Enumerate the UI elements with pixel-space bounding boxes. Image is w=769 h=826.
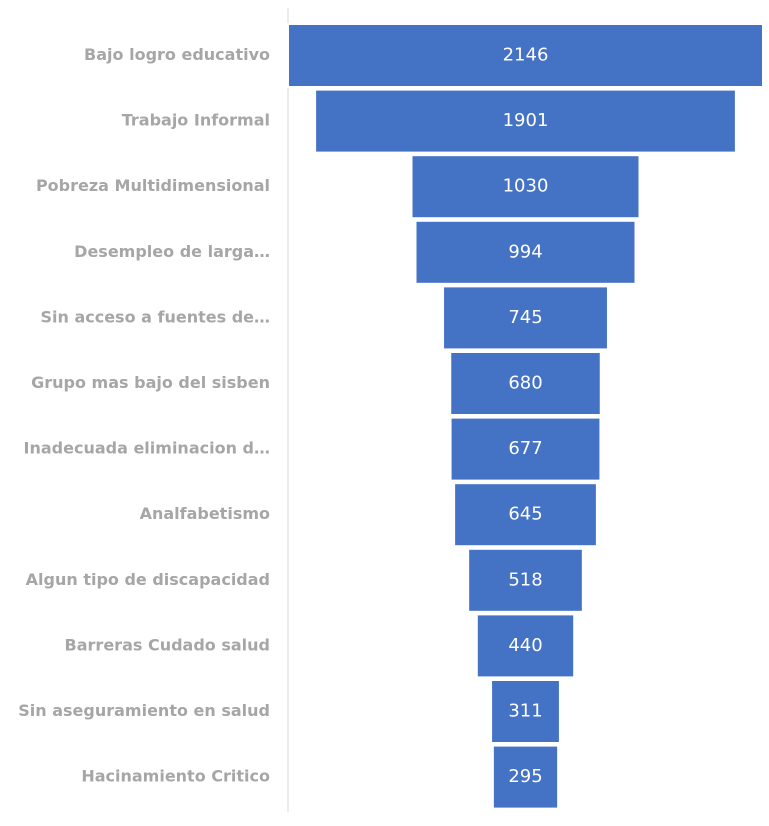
value-label: 994 (508, 241, 542, 262)
category-label: Desempleo de larga… (74, 242, 270, 261)
category-label: Algun tipo de discapacidad (26, 570, 270, 589)
category-label: Pobreza Multidimensional (36, 176, 270, 195)
category-label: Sin acceso a fuentes de… (40, 307, 270, 326)
funnel-bar (449, 416, 602, 482)
category-label: Inadecuada eliminacion d… (24, 439, 270, 458)
value-label: 295 (508, 766, 542, 787)
value-label: 311 (508, 701, 542, 722)
funnel-bar (475, 613, 576, 679)
funnel-bar (453, 482, 598, 548)
funnel-bar (490, 679, 561, 744)
value-label: 677 (508, 438, 542, 459)
funnel-bar (491, 744, 560, 810)
value-label: 518 (508, 569, 542, 590)
value-label: 1901 (503, 110, 549, 131)
category-label: Trabajo Informal (122, 111, 270, 130)
funnel-bar (287, 23, 764, 88)
category-label: Barreras Cudado salud (65, 635, 270, 654)
value-label: 745 (508, 307, 542, 328)
category-label: Sin aseguramiento en salud (18, 701, 270, 720)
value-label: 440 (508, 635, 542, 656)
value-label: 1030 (503, 176, 549, 197)
funnel-bar (467, 547, 584, 613)
category-label: Bajo logro educativo (84, 45, 270, 64)
value-label: 645 (508, 504, 542, 525)
funnel-bar (410, 154, 641, 220)
category-label: Analfabetismo (140, 504, 270, 523)
funnel-bar (414, 219, 637, 285)
funnel-bar (442, 285, 609, 351)
funnel-bar (314, 88, 737, 154)
value-label: 680 (508, 373, 542, 394)
funnel-bar (449, 351, 602, 416)
category-label: Hacinamiento Critico (81, 767, 270, 786)
value-label: 2146 (503, 45, 549, 66)
category-label: Grupo mas bajo del sisben (31, 373, 270, 392)
